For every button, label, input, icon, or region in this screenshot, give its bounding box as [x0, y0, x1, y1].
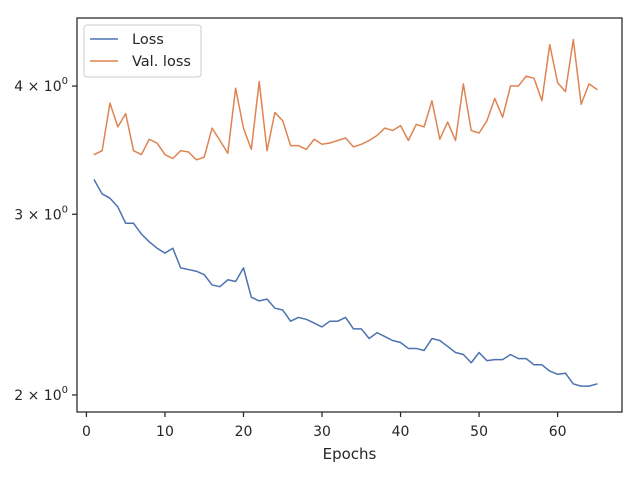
x-axis: 0 10 20 30 40 50 60 — [82, 412, 567, 440]
x-tick-label: 30 — [313, 424, 331, 440]
series-layer — [93, 38, 598, 387]
y-tick-label: 4 × 100 — [14, 76, 68, 95]
plot-area — [77, 18, 622, 412]
legend-label-loss: Loss — [132, 32, 164, 48]
y-tick-label-base: 4 × 10 — [14, 79, 61, 95]
x-axis-label: Epochs — [323, 445, 377, 463]
legend-label-val-loss: Val. loss — [132, 54, 191, 70]
x-tick-label: 0 — [82, 424, 91, 440]
y-tick-label-base: 2 × 10 — [14, 388, 61, 404]
y-tick-label-exponent: 0 — [62, 76, 68, 87]
y-tick-label-base: 3 × 10 — [14, 207, 61, 223]
x-tick-label: 60 — [549, 424, 567, 440]
legend: Loss Val. loss — [83, 24, 202, 78]
x-tick-label: 10 — [156, 424, 174, 440]
axes-frame — [76, 17, 623, 413]
x-tick-label: 50 — [470, 424, 488, 440]
legend-box — [83, 24, 202, 78]
y-tick-label: 3 × 100 — [14, 204, 68, 223]
series-line-val-loss — [93, 38, 598, 161]
y-tick-label-exponent: 0 — [62, 204, 68, 215]
y-tick-label: 2 × 100 — [14, 385, 68, 404]
y-tick-label-exponent: 0 — [62, 385, 68, 396]
x-tick-label: 40 — [392, 424, 410, 440]
x-tick-label: 20 — [235, 424, 253, 440]
series-line-loss — [93, 179, 598, 387]
